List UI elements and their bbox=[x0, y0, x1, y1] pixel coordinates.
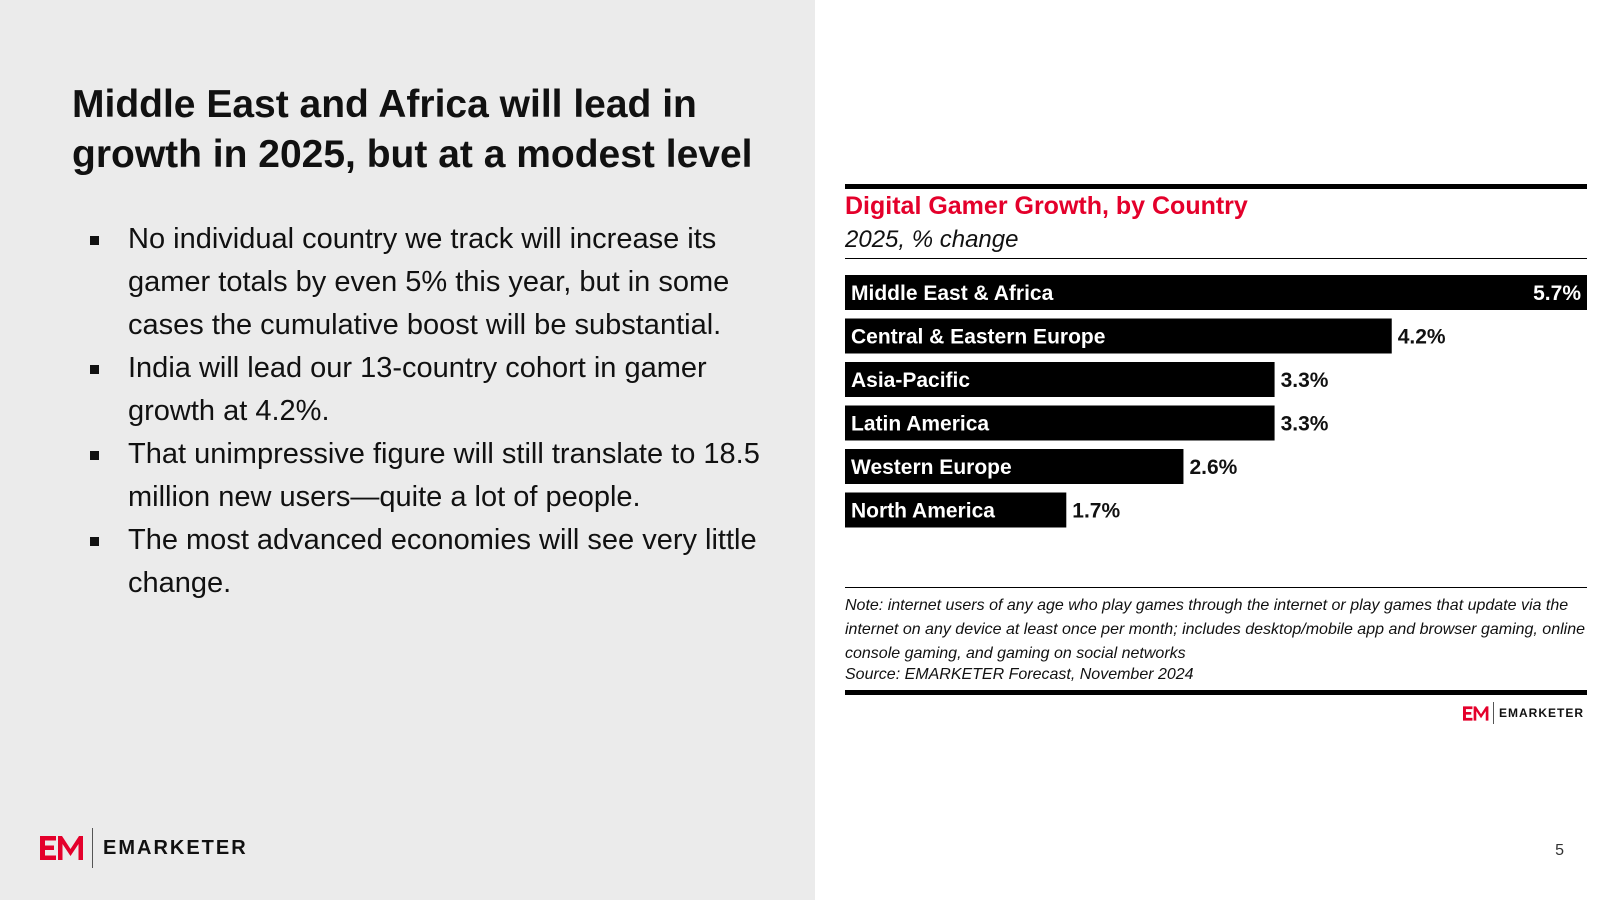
page-number: 5 bbox=[1555, 842, 1564, 859]
bar-category-label: Latin America bbox=[851, 413, 989, 436]
bar bbox=[845, 275, 1587, 310]
bar-chart: Middle East & Africa 5.7% Central & Easter… bbox=[845, 275, 1587, 528]
bar bbox=[845, 449, 1184, 484]
bar bbox=[845, 318, 1392, 354]
bar bbox=[845, 492, 1067, 528]
chart-brand-logo: EMARKETER bbox=[1463, 702, 1584, 724]
bar-category-label: North America bbox=[851, 500, 995, 523]
left-panel bbox=[0, 0, 815, 900]
chart-footer-rule bbox=[845, 587, 1587, 588]
bar bbox=[845, 362, 1275, 397]
bullet-marker-icon bbox=[90, 236, 99, 245]
brand-name: EMARKETER bbox=[1499, 706, 1585, 720]
bullet-text: That unimpressive figure will still tran… bbox=[128, 438, 760, 513]
bullet-item: India will lead our 13-country cohort in… bbox=[88, 347, 788, 433]
bullet-item: That unimpressive figure will still tran… bbox=[88, 433, 788, 519]
bar-value-label: 3.3% bbox=[1281, 413, 1329, 436]
em-logo-icon bbox=[40, 834, 84, 862]
bar-value-label: 1.7% bbox=[1072, 500, 1120, 523]
bullet-item: The most advanced economies will see ver… bbox=[88, 519, 788, 605]
bar-value-label: 5.7% bbox=[1533, 282, 1581, 305]
bullet-text: The most advanced economies will see ver… bbox=[128, 524, 757, 599]
bar-value-label: 4.2% bbox=[1398, 326, 1446, 349]
bar bbox=[845, 405, 1275, 441]
bullet-marker-icon bbox=[90, 451, 99, 460]
chart-note: Note: internet users of any age who play… bbox=[845, 597, 1586, 662]
slide-title: Middle East and Africa will lead in grow… bbox=[72, 83, 753, 176]
bullet-text: No individual country we track will incr… bbox=[128, 223, 730, 341]
bullet-item: No individual country we track will incr… bbox=[88, 218, 788, 347]
chart-bottom-rule bbox=[845, 690, 1587, 695]
chart-title: Digital Gamer Growth, by Country bbox=[845, 192, 1248, 220]
bullet-text: India will lead our 13-country cohort in… bbox=[128, 352, 707, 427]
bar-category-label: Middle East & Africa bbox=[851, 282, 1054, 305]
chart-top-rule bbox=[845, 184, 1587, 189]
em-logo-icon bbox=[1463, 705, 1489, 722]
logo-divider bbox=[1493, 702, 1494, 724]
bar-category-label: Western Europe bbox=[851, 456, 1012, 479]
logo-divider bbox=[92, 828, 93, 868]
chart-subtitle-rule bbox=[845, 258, 1587, 259]
bullet-marker-icon bbox=[90, 365, 99, 374]
bullet-marker-icon bbox=[90, 537, 99, 546]
brand-name: EMARKETER bbox=[103, 836, 248, 859]
bar-value-label: 2.6% bbox=[1189, 456, 1237, 479]
bar-category-label: Central & Eastern Europe bbox=[851, 326, 1105, 349]
bullet-list: No individual country we track will incr… bbox=[88, 218, 788, 605]
bar-value-label: 3.3% bbox=[1281, 369, 1329, 392]
chart-source: Source: EMARKETER Forecast, November 202… bbox=[845, 666, 1194, 683]
bar-category-label: Asia-Pacific bbox=[851, 369, 970, 392]
chart-subtitle: 2025, % change bbox=[845, 226, 1019, 253]
brand-logo: EMARKETER bbox=[40, 828, 248, 868]
